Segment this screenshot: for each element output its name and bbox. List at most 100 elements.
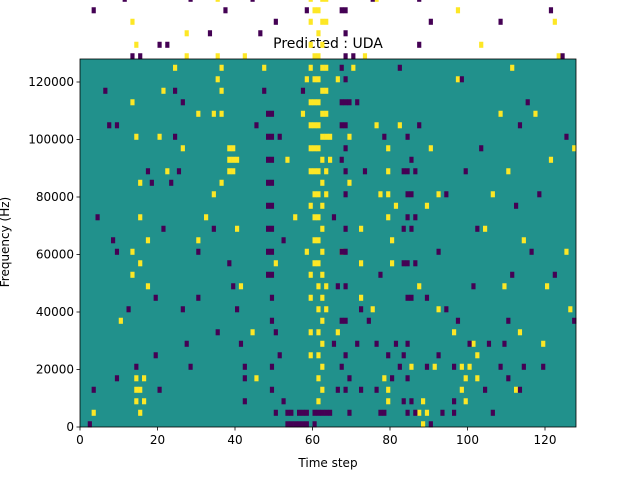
high-class-cell bbox=[316, 260, 321, 267]
high-class-cell bbox=[316, 191, 321, 198]
low-class-cell bbox=[424, 294, 430, 301]
low-class-cell bbox=[483, 386, 488, 393]
high-class-cell bbox=[359, 225, 364, 232]
high-class-cell bbox=[328, 133, 333, 140]
high-class-cell bbox=[308, 18, 313, 25]
low-class-cell bbox=[343, 168, 348, 175]
low-class-cell bbox=[343, 386, 348, 393]
high-class-cell bbox=[316, 7, 321, 14]
low-class-cell bbox=[184, 340, 189, 347]
low-class-cell bbox=[490, 409, 495, 416]
low-class-cell bbox=[401, 168, 406, 175]
high-class-cell bbox=[397, 122, 402, 129]
low-class-cell bbox=[455, 317, 461, 324]
low-class-cell bbox=[560, 53, 565, 60]
y-axis: 0 20000 40000 60000 80000 100000 120000 bbox=[28, 75, 80, 434]
low-class-cell bbox=[417, 0, 422, 2]
low-class-cell bbox=[269, 294, 275, 301]
high-class-cell bbox=[548, 156, 554, 163]
low-class-cell bbox=[173, 133, 178, 140]
low-class-cell bbox=[428, 18, 433, 25]
high-class-cell bbox=[386, 386, 391, 393]
high-class-cell bbox=[180, 145, 185, 152]
low-class-cell bbox=[242, 398, 247, 405]
low-class-cell bbox=[459, 76, 464, 83]
low-class-cell bbox=[126, 306, 131, 313]
low-class-cell bbox=[331, 214, 337, 221]
high-class-cell bbox=[316, 122, 321, 129]
high-class-cell bbox=[312, 99, 317, 106]
low-class-cell bbox=[103, 87, 108, 94]
high-class-cell bbox=[316, 237, 321, 244]
high-class-cell bbox=[231, 156, 236, 163]
high-class-cell bbox=[130, 18, 135, 25]
high-class-cell bbox=[374, 122, 379, 129]
low-class-cell bbox=[405, 409, 410, 416]
low-class-cell bbox=[405, 191, 410, 198]
low-class-cell bbox=[138, 53, 143, 60]
y-tick-label: 120000 bbox=[28, 75, 74, 89]
plot-background bbox=[80, 59, 576, 427]
low-class-cell bbox=[374, 340, 379, 347]
high-class-cell bbox=[556, 53, 561, 60]
low-class-cell bbox=[428, 421, 433, 428]
high-class-cell bbox=[219, 179, 224, 186]
high-class-cell bbox=[424, 202, 430, 209]
low-class-cell bbox=[521, 363, 526, 370]
low-class-cell bbox=[130, 53, 135, 60]
high-class-cell bbox=[320, 18, 325, 25]
low-class-cell bbox=[320, 409, 325, 416]
high-class-cell bbox=[173, 64, 178, 71]
low-class-cell bbox=[165, 41, 170, 48]
high-class-cell bbox=[417, 409, 422, 416]
high-class-cell bbox=[138, 386, 143, 393]
low-class-cell bbox=[266, 202, 271, 209]
low-class-cell bbox=[293, 421, 298, 428]
high-class-cell bbox=[320, 317, 325, 324]
low-class-cell bbox=[273, 18, 278, 25]
high-class-cell bbox=[316, 30, 321, 37]
high-class-cell bbox=[393, 202, 399, 209]
low-class-cell bbox=[452, 363, 457, 370]
low-class-cell bbox=[351, 53, 356, 60]
low-class-cell bbox=[510, 271, 515, 278]
low-class-cell bbox=[281, 237, 286, 244]
low-class-cell bbox=[343, 352, 348, 359]
low-class-cell bbox=[405, 340, 410, 347]
low-class-cell bbox=[343, 7, 348, 14]
low-class-cell bbox=[250, 0, 255, 2]
low-class-cell bbox=[417, 122, 422, 129]
high-class-cell bbox=[362, 53, 368, 60]
high-class-cell bbox=[300, 110, 306, 117]
high-class-cell bbox=[467, 363, 472, 370]
high-class-cell bbox=[308, 329, 313, 336]
low-class-cell bbox=[417, 41, 422, 48]
low-class-cell bbox=[339, 248, 344, 255]
low-class-cell bbox=[235, 306, 240, 313]
high-class-cell bbox=[568, 306, 573, 313]
low-class-cell bbox=[386, 352, 391, 359]
low-class-cell bbox=[343, 225, 348, 232]
high-class-cell bbox=[463, 398, 468, 405]
low-class-cell bbox=[339, 317, 344, 324]
high-class-cell bbox=[386, 398, 391, 405]
low-class-cell bbox=[343, 317, 348, 324]
low-class-cell bbox=[304, 421, 309, 428]
high-class-cell bbox=[483, 225, 488, 232]
high-class-cell bbox=[231, 168, 236, 175]
high-class-cell bbox=[134, 41, 139, 48]
high-class-cell bbox=[564, 248, 569, 255]
low-class-cell bbox=[242, 375, 247, 382]
low-class-cell bbox=[397, 64, 402, 71]
low-class-cell bbox=[223, 7, 228, 14]
high-class-cell bbox=[506, 168, 511, 175]
high-class-cell bbox=[312, 191, 317, 198]
low-class-cell bbox=[405, 294, 410, 301]
high-class-cell bbox=[436, 191, 441, 198]
plot-frame bbox=[79, 58, 577, 428]
low-class-cell bbox=[196, 248, 201, 255]
low-class-cell bbox=[397, 363, 402, 370]
low-class-cell bbox=[405, 375, 410, 382]
high-class-cell bbox=[320, 202, 325, 209]
y-tick-label: 0 bbox=[66, 420, 74, 434]
